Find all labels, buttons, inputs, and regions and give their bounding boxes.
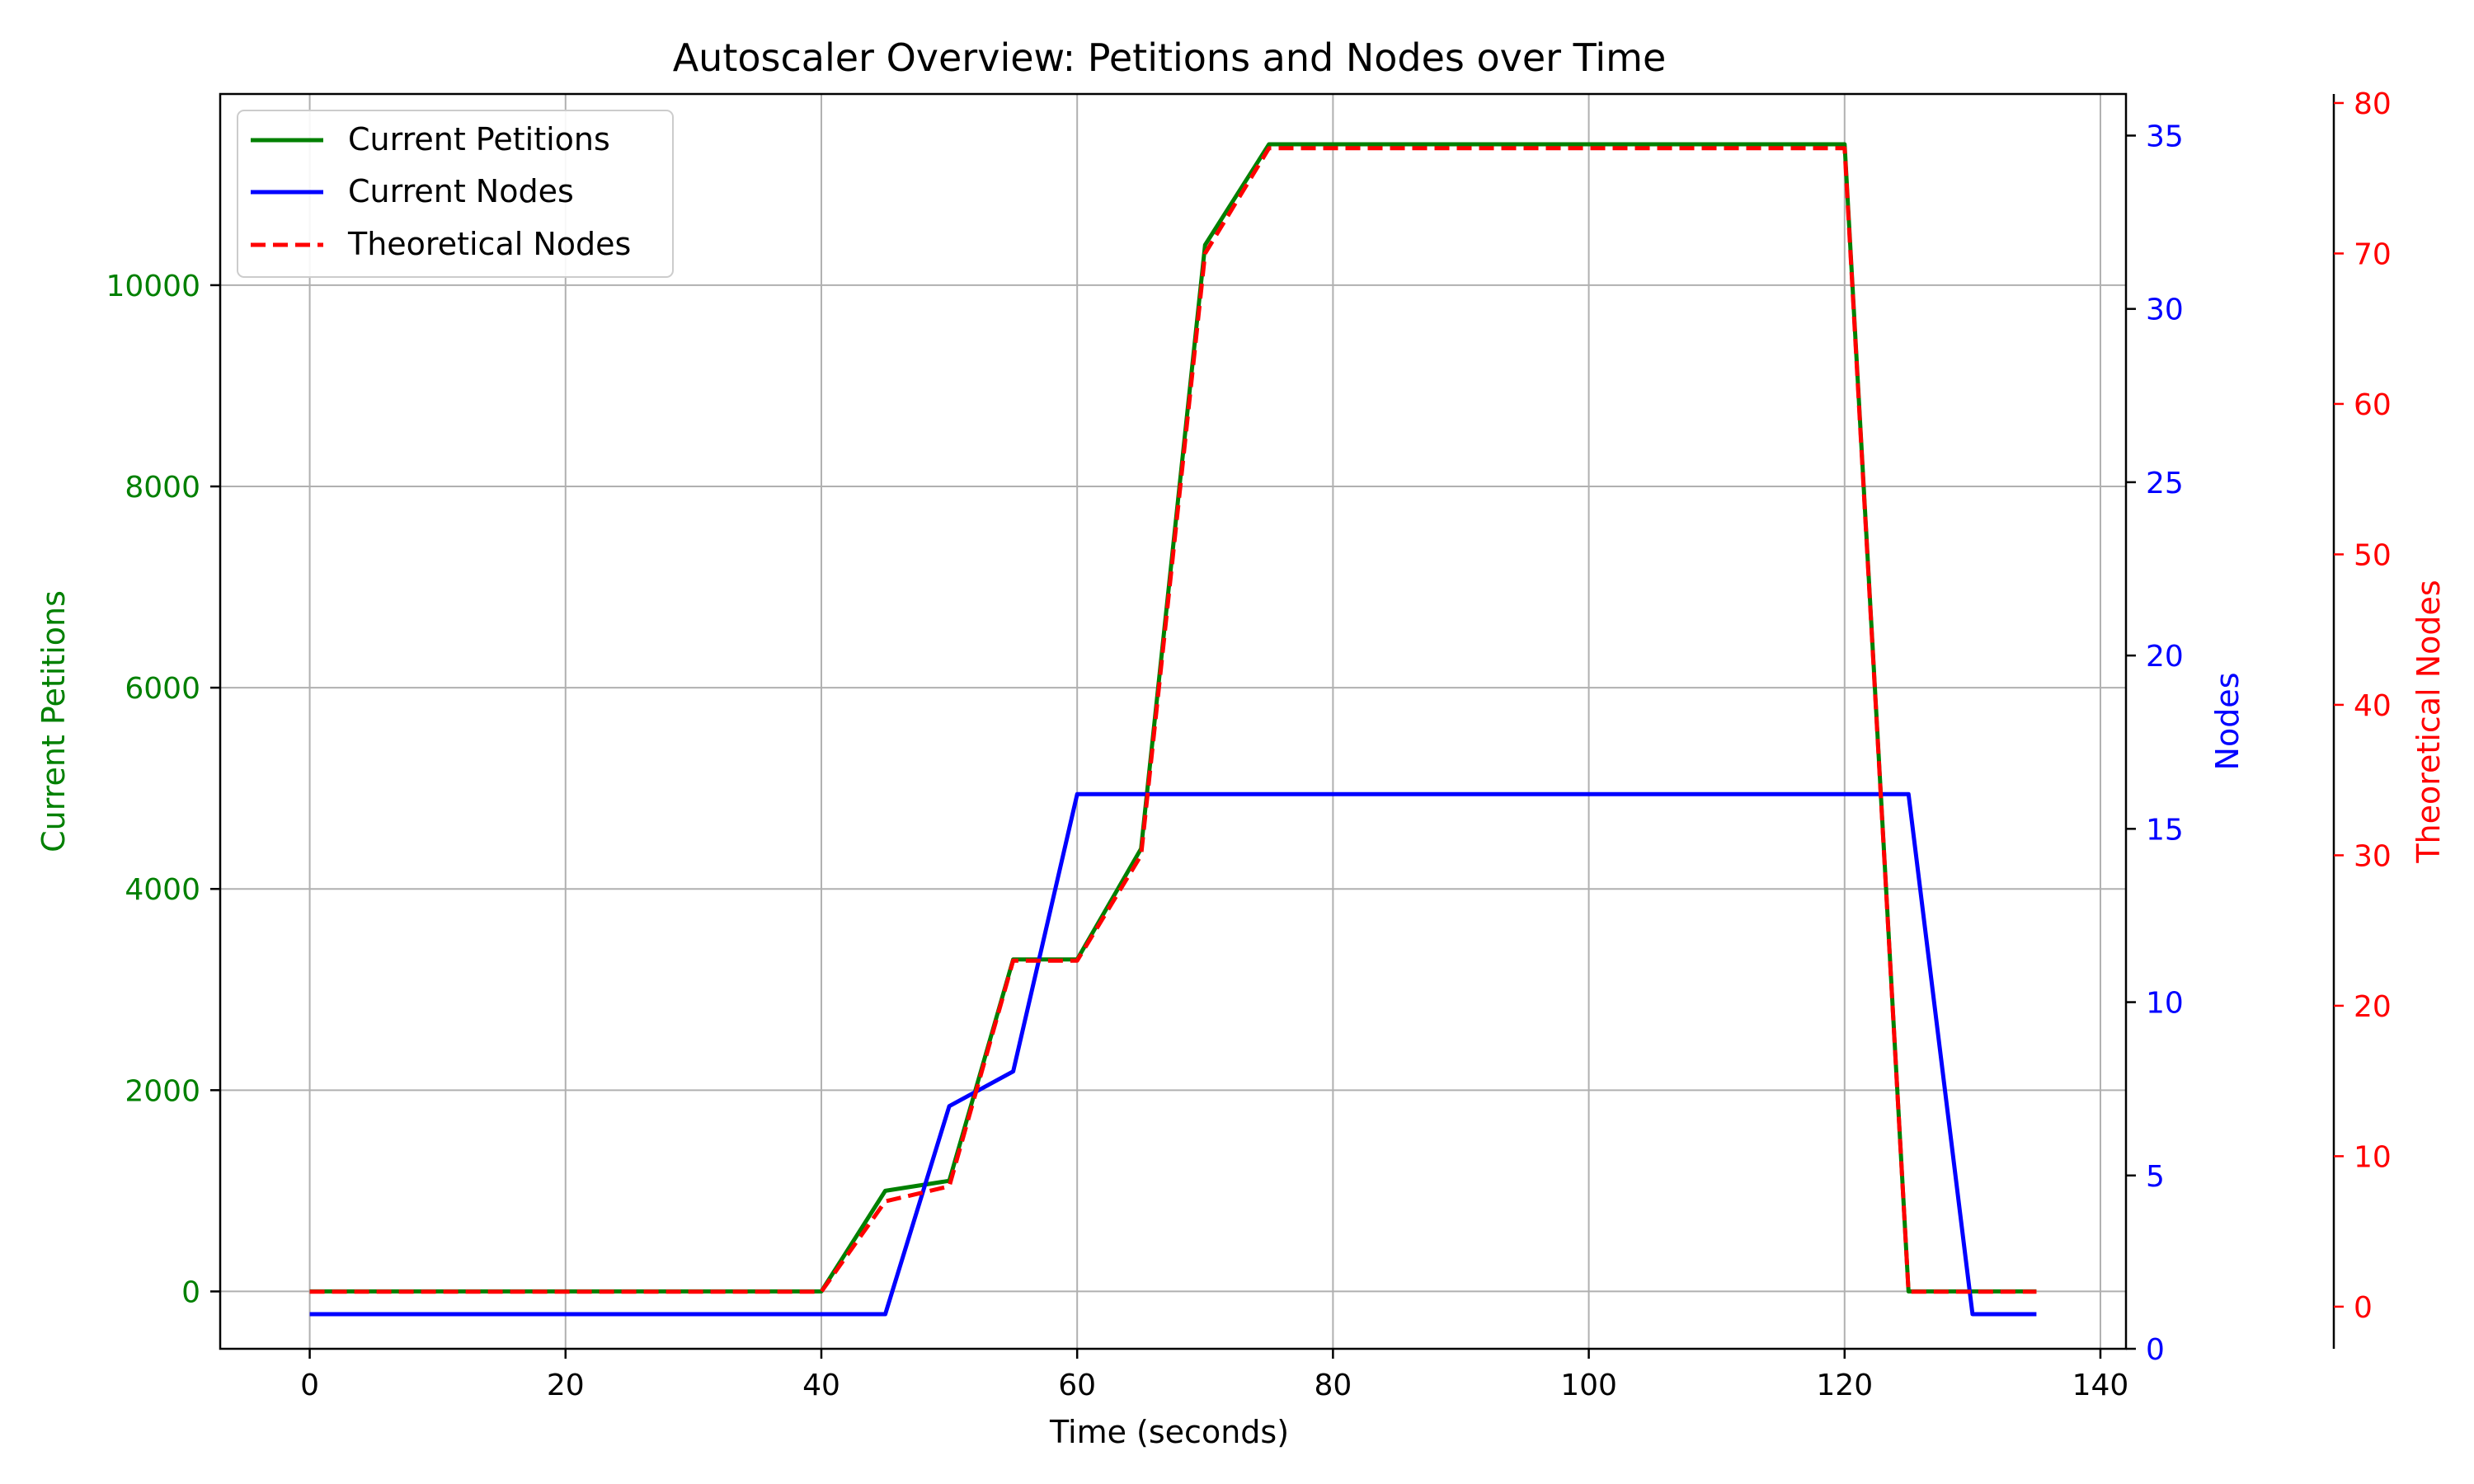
far-right-tick-label-0: 0 bbox=[2354, 1291, 2373, 1325]
far-right-tick-label-40: 40 bbox=[2354, 689, 2392, 723]
series-lines bbox=[309, 142, 2037, 1317]
x-tick-label-40: 40 bbox=[802, 1369, 840, 1402]
far-right-tick-label-20: 20 bbox=[2354, 990, 2392, 1024]
left-tick-label-8000: 8000 bbox=[125, 471, 200, 505]
plot-border bbox=[219, 92, 2128, 1350]
right-tick-label-20: 20 bbox=[2146, 640, 2184, 674]
x-tick-label-100: 100 bbox=[1560, 1369, 1617, 1402]
far-right-tick-label-60: 60 bbox=[2354, 388, 2392, 422]
x-tick-label-120: 120 bbox=[1816, 1369, 1873, 1402]
legend-label-theoretical-nodes: Theoretical Nodes bbox=[347, 226, 631, 262]
x-axis-title: Time (seconds) bbox=[1049, 1414, 1289, 1450]
legend-box bbox=[237, 110, 674, 278]
far-right-tick-label-10: 10 bbox=[2354, 1140, 2392, 1174]
x-tick-label-80: 80 bbox=[1314, 1369, 1352, 1402]
far-right-tick-label-80: 80 bbox=[2354, 87, 2392, 121]
left-tick-label-10000: 10000 bbox=[106, 270, 200, 303]
far-right-tick-label-30: 30 bbox=[2354, 839, 2392, 873]
chart-title: Autoscaler Overview: Petitions and Nodes… bbox=[673, 35, 1667, 80]
left-tick-label-0: 0 bbox=[181, 1275, 200, 1309]
axes: 0 20 40 60 80 100 120 1400200040006000800010000… bbox=[106, 87, 2391, 1402]
right-axis-title: Nodes bbox=[2209, 673, 2246, 771]
right-tick-label-5: 5 bbox=[2146, 1160, 2165, 1194]
x-tick-label-140: 140 bbox=[2072, 1369, 2129, 1402]
series-line-current-nodes bbox=[309, 791, 2037, 1317]
left-tick-label-2000: 2000 bbox=[125, 1074, 200, 1108]
series-line-theoretical-nodes bbox=[309, 146, 2037, 1294]
x-tick-label-0: 0 bbox=[300, 1369, 319, 1402]
far-right-axis-title: Theoretical Nodes bbox=[2411, 580, 2447, 863]
right-tick-label-0: 0 bbox=[2146, 1333, 2165, 1367]
x-tick-label-60: 60 bbox=[1058, 1369, 1096, 1402]
left-tick-label-4000: 4000 bbox=[125, 873, 200, 907]
far-right-tick-label-50: 50 bbox=[2354, 538, 2392, 572]
plot-frame bbox=[219, 92, 2128, 1350]
legend-label-current-petitions: Current Petitions bbox=[348, 121, 610, 157]
x-tick-label-20: 20 bbox=[547, 1369, 585, 1402]
legend-label-current-nodes: Current Nodes bbox=[348, 173, 574, 209]
series-line-current-petitions bbox=[309, 142, 2037, 1294]
right-tick-label-30: 30 bbox=[2146, 294, 2184, 327]
legend: Current Petitions Current Nodes Theoreti… bbox=[237, 110, 674, 278]
right-tick-label-15: 15 bbox=[2146, 813, 2184, 847]
right-tick-label-35: 35 bbox=[2146, 120, 2184, 153]
right-tick-label-10: 10 bbox=[2146, 987, 2184, 1021]
left-tick-label-6000: 6000 bbox=[125, 672, 200, 706]
left-axis-title: Current Petitions bbox=[35, 590, 72, 852]
right-tick-label-25: 25 bbox=[2146, 467, 2184, 500]
far-right-tick-label-70: 70 bbox=[2354, 237, 2392, 271]
